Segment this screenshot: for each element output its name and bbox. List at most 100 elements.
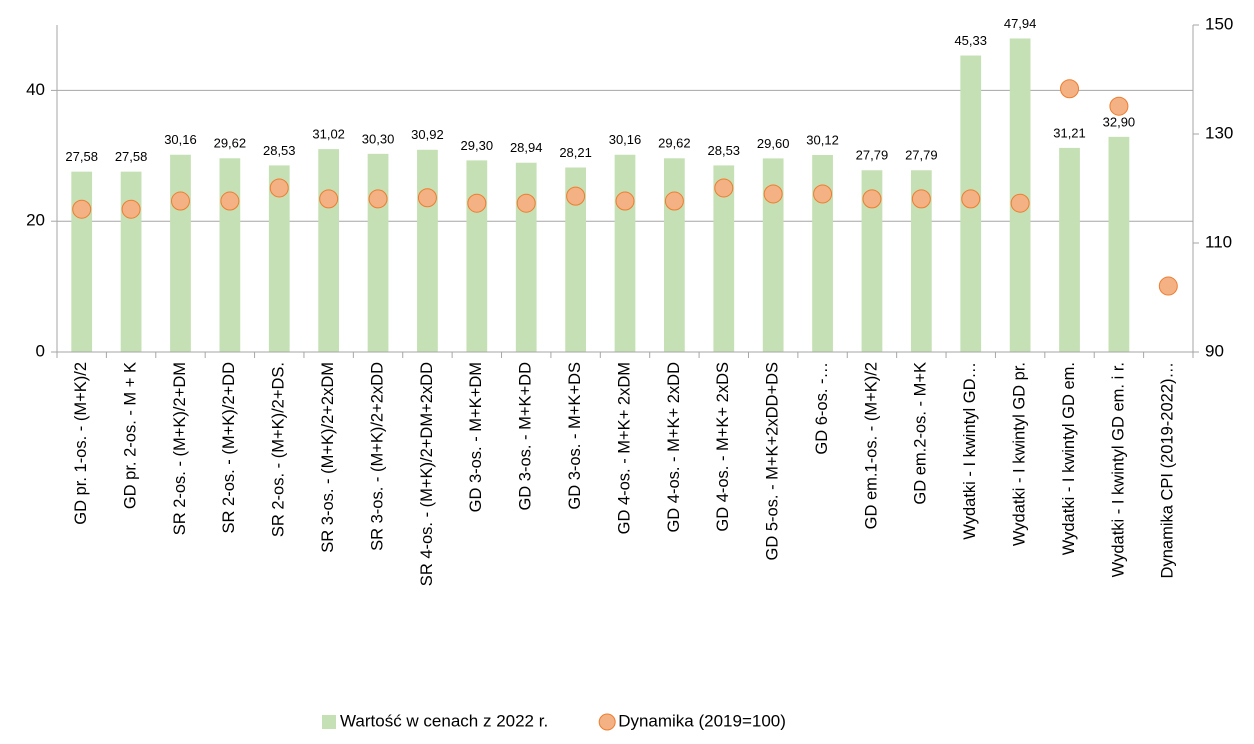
dot [566,186,586,206]
dot [516,193,536,213]
x-tick-label: Wydatki - I kwintyl GD pr. [1010,362,1028,546]
bar [466,160,488,352]
x-tick-label: GD 6-os. -… [813,362,831,455]
bar [762,158,784,352]
data-label: 28,21 [559,145,592,160]
legend-label: Dynamika (2019=100) [618,711,786,730]
x-tick-label: GD em.2-os. - M+K [912,362,930,505]
dot [220,191,240,211]
bar [812,155,833,352]
dot [615,191,635,211]
dot [961,189,981,209]
dot [72,199,92,219]
x-tick-label: GD pr. 2-os. - M + K [121,362,139,509]
dot [664,191,684,211]
data-label: 30,16 [164,132,197,147]
dot [862,189,882,209]
x-tick-label: GD 4-os. - M+K+ 2xDD [665,362,683,533]
bar [861,170,883,352]
data-label: 31,02 [312,127,345,142]
legend-swatch [598,713,616,731]
x-tick-label: SR 3-os. - (M+K)/2+2xDM [319,362,337,553]
data-label: 29,62 [658,136,691,151]
bar [417,149,438,352]
x-tick-label: GD em.1-os. - (M+K)/2 [862,362,880,529]
x-tick-label: GD 5-os. - M+K+2xDD+DS [764,362,782,561]
data-label: 30,12 [806,132,839,147]
bar [910,170,932,352]
bar [515,162,537,352]
x-tick-label: GD 3-os. - M+K+DD [517,362,535,511]
y-tick-label: 40 [26,80,45,99]
dot [1109,96,1129,116]
x-tick-label: SR 2-os. - (M+K)/2+DS. [270,362,288,537]
data-label: 30,92 [411,127,444,142]
y2-tick-label: 130 [1205,123,1233,142]
data-label: 27,79 [905,148,938,163]
data-label: 27,58 [65,149,98,164]
bar [565,167,586,352]
data-label: 28,53 [708,143,741,158]
bar [170,154,191,352]
x-tick-label: GD 4-os. - M+K+ 2xDM [615,362,633,534]
bar [614,154,636,352]
dot [1158,276,1178,296]
dot [911,189,931,209]
bar [713,165,735,352]
dot [121,199,141,219]
dot [417,188,437,208]
x-tick-label: GD 3-os. - M+K+DM [467,362,485,512]
data-label: 29,60 [757,136,790,151]
x-tick-label: GD 3-os. - M+K+DS [566,362,584,510]
y2-tick-label: 150 [1205,14,1233,33]
bar [71,171,93,352]
data-label: 45,33 [954,33,987,48]
dot [714,178,734,198]
legend-swatch [322,715,336,729]
data-label: 28,53 [263,143,296,158]
data-label: 29,62 [214,136,247,151]
data-label: 30,16 [609,132,642,147]
dot [269,178,289,198]
x-tick-label: SR 3-os. - (M+K)/2+2xDD [368,362,386,551]
data-label: 27,58 [115,149,148,164]
x-tick-label: SR 4-os. - (M+K)/2+DM+2xDD [418,362,436,586]
data-label: 27,79 [856,148,889,163]
dot [368,189,388,209]
x-tick-label: Wydatki - I kwintyl GD… [961,362,979,540]
bar [318,149,340,352]
dot [319,189,339,209]
legend-label: Wartość w cenach z 2022 r. [340,711,548,730]
y2-tick-label: 90 [1205,341,1224,360]
data-label: 32,90 [1103,114,1136,129]
dot [1010,193,1030,213]
x-tick-label: Wydatki - I kwintyl GD em. [1060,362,1078,555]
x-tick-label: GD 4-os. - M+K+ 2xDS [714,362,732,532]
bar [367,153,389,352]
data-label: 31,21 [1053,125,1086,140]
dot [1060,79,1080,99]
x-tick-label: SR 2-os. - (M+K)/2+DM [171,362,189,535]
data-label: 28,94 [510,140,543,155]
y-tick-label: 0 [36,341,45,360]
x-tick-label: GD pr. 1-os. - (M+K)/2 [72,362,90,525]
dot [763,184,783,204]
dot [467,193,487,213]
bar [664,158,685,352]
dot [813,184,833,204]
y-tick-label: 20 [26,211,45,230]
bar [120,171,142,352]
x-tick-label: Wydatki - I kwintyl GD em. i r. [1109,362,1127,577]
data-label: 29,30 [461,138,494,153]
dot [170,191,190,211]
data-label: 30,30 [362,131,395,146]
bar [219,158,241,352]
x-tick-label: Dynamika CPI (2019-2022)… [1159,362,1177,578]
bar [1108,136,1130,352]
bar [268,165,290,352]
x-tick-label: SR 2-os. - (M+K)/2+DD [220,362,238,534]
bar [1059,147,1080,352]
data-label: 47,94 [1004,16,1037,31]
y2-tick-label: 110 [1205,232,1232,251]
